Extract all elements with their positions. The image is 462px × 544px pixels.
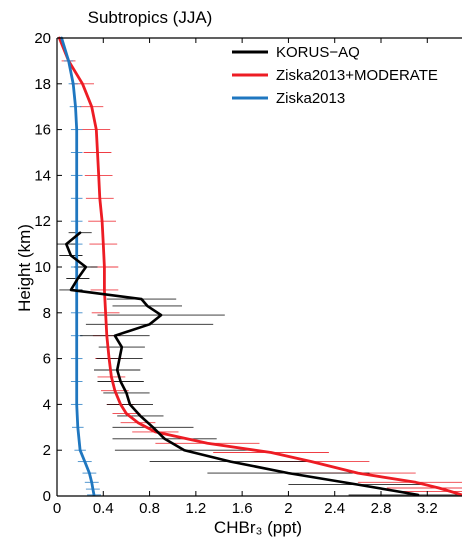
x-tick-label-0: 0: [53, 500, 61, 517]
legend-label-0: KORUS−AQ: [276, 44, 360, 61]
x-tick-label-4: 1.6: [232, 500, 253, 517]
series-line-0: [65, 231, 420, 497]
y-tick-label-3: 6: [43, 351, 51, 368]
y-axis-label: Height (km): [15, 224, 34, 312]
y-tick-label-1: 2: [43, 442, 51, 459]
legend-label-1: Ziska2013+MODERATE: [276, 67, 438, 84]
y-tick-label-6: 12: [34, 213, 51, 230]
y-tick-label-9: 18: [34, 76, 51, 93]
x-tick-label-6: 2.4: [324, 500, 345, 517]
series-lines-layer: [57, 36, 462, 497]
x-tick-label-8: 3.2: [417, 500, 438, 517]
y-tick-label-7: 14: [34, 167, 51, 184]
chart-title: Subtropics (JJA): [88, 8, 213, 27]
y-tick-label-10: 20: [34, 30, 51, 47]
y-tick-label-0: 0: [43, 488, 51, 505]
legend-label-2: Ziska2013: [276, 90, 345, 107]
legend: KORUS−AQ Ziska2013+MODERATE Ziska2013: [232, 44, 438, 107]
y-tick-label-2: 4: [43, 396, 51, 413]
x-tick-label-5: 2: [284, 500, 292, 517]
x-tick-label-7: 2.8: [371, 500, 392, 517]
x-tick-label-3: 1.2: [185, 500, 206, 517]
axes-layer: [56, 37, 462, 497]
y-tick-label-4: 8: [43, 305, 51, 322]
y-tick-label-5: 10: [34, 259, 51, 276]
y-tick-label-8: 16: [34, 122, 51, 139]
tick-labels-layer: 0 0.4 0.8 1.2 1.6 2 2.4 2.8 3.2 0 2 4 6 8 10 12 14 16 18 20: [34, 30, 437, 517]
x-tick-label-2: 0.8: [139, 500, 160, 517]
error-bars-layer: [57, 60, 462, 496]
series-line-1: [57, 36, 462, 497]
x-tick-label-1: 0.4: [93, 500, 114, 517]
series-line-2: [60, 36, 96, 497]
x-axis-label: CHBr₃ (ppt): [214, 518, 302, 537]
